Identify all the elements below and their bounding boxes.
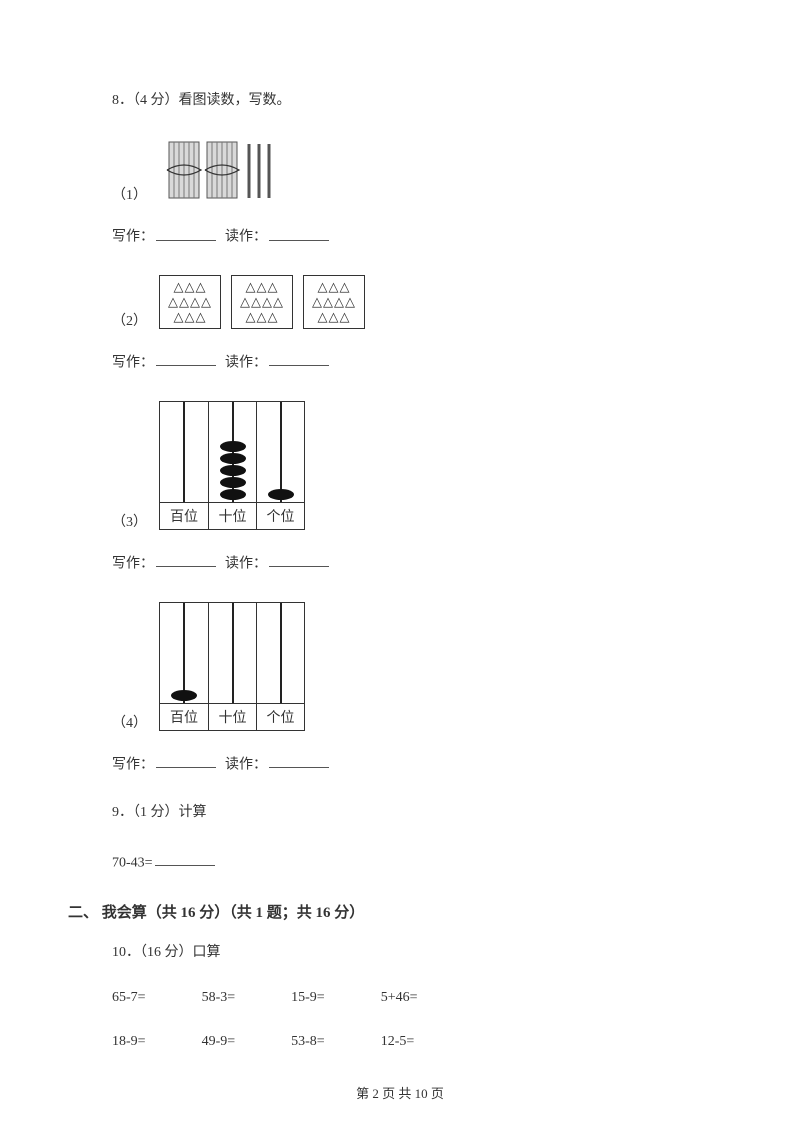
write-blank-1[interactable]	[156, 225, 216, 240]
q10-r2c2: 49-9=	[202, 1034, 236, 1050]
q8-sub3-answers: 写作： 读作：	[112, 552, 700, 576]
page-footer: 第 2 页 共 10 页	[0, 1083, 800, 1102]
triangle-box-3: △△△ △△△△ △△△	[303, 275, 365, 329]
write-blank-2[interactable]	[156, 351, 216, 366]
q8-sub4-paren: （4）	[112, 717, 147, 731]
write-blank-3[interactable]	[156, 552, 216, 567]
q9-blank[interactable]	[155, 851, 215, 866]
q10-r1c4: 5+46=	[381, 990, 418, 1006]
q9-expr: 70-43=	[112, 855, 153, 870]
q10-header: 10．（16 分）口算	[112, 942, 700, 964]
triangle-box-2: △△△ △△△△ △△△	[231, 275, 293, 329]
q8-sub3-figure: （3） 百位 十位 个位	[112, 401, 700, 530]
write-label: 写作：	[112, 757, 154, 772]
sticks-icon	[159, 138, 289, 203]
q8-header: 8．（4 分）看图读数，写数。	[112, 90, 700, 112]
q10-r1c3: 15-9=	[291, 990, 325, 1006]
q8-sub1-figure: （1）	[112, 138, 700, 203]
q8-sub4-answers: 写作： 读作：	[112, 753, 700, 777]
write-label: 写作：	[112, 556, 154, 571]
q10-r1c1: 65-7=	[112, 990, 146, 1006]
q9-expr-line: 70-43=	[112, 851, 700, 875]
q8-sub4-figure: （4） 百位 十位 个位	[112, 602, 700, 731]
write-label: 写作：	[112, 355, 154, 370]
write-blank-4[interactable]	[156, 753, 216, 768]
read-label: 读作：	[225, 757, 267, 772]
triangle-box-1: △△△ △△△△ △△△	[159, 275, 221, 329]
abacus-4: 百位 十位 个位	[159, 602, 305, 731]
q8-sub3-paren: （3）	[112, 516, 147, 530]
q9-header: 9．（1 分）计算	[112, 802, 700, 824]
abacus-3: 百位 十位 个位	[159, 401, 305, 530]
read-label: 读作：	[225, 355, 267, 370]
write-label: 写作：	[112, 230, 154, 245]
q8-sub1-answers: 写作： 读作：	[112, 225, 700, 249]
read-blank-3[interactable]	[269, 552, 329, 567]
q10-r2c4: 12-5=	[381, 1034, 415, 1050]
read-label: 读作：	[225, 556, 267, 571]
q8-sub2-figure: （2） △△△ △△△△ △△△ △△△ △△△△ △△△ △△△ △△△△ △…	[112, 275, 700, 329]
q10-r2c1: 18-9=	[112, 1034, 146, 1050]
section2-title: 二、 我会算（共 16 分）（共 1 题；共 16 分）	[68, 901, 700, 922]
read-blank-2[interactable]	[269, 351, 329, 366]
q8-sub1-paren: （1）	[112, 189, 147, 203]
q10-row-2: 18-9= 49-9= 53-8= 12-5=	[112, 1034, 700, 1050]
q10-row-1: 65-7= 58-3= 15-9= 5+46=	[112, 990, 700, 1006]
read-blank-4[interactable]	[269, 753, 329, 768]
q10-r2c3: 53-8=	[291, 1034, 325, 1050]
read-blank-1[interactable]	[269, 225, 329, 240]
q8-sub2-answers: 写作： 读作：	[112, 351, 700, 375]
read-label: 读作：	[225, 230, 267, 245]
q10-r1c2: 58-3=	[202, 990, 236, 1006]
q8-sub2-paren: （2）	[112, 315, 147, 329]
